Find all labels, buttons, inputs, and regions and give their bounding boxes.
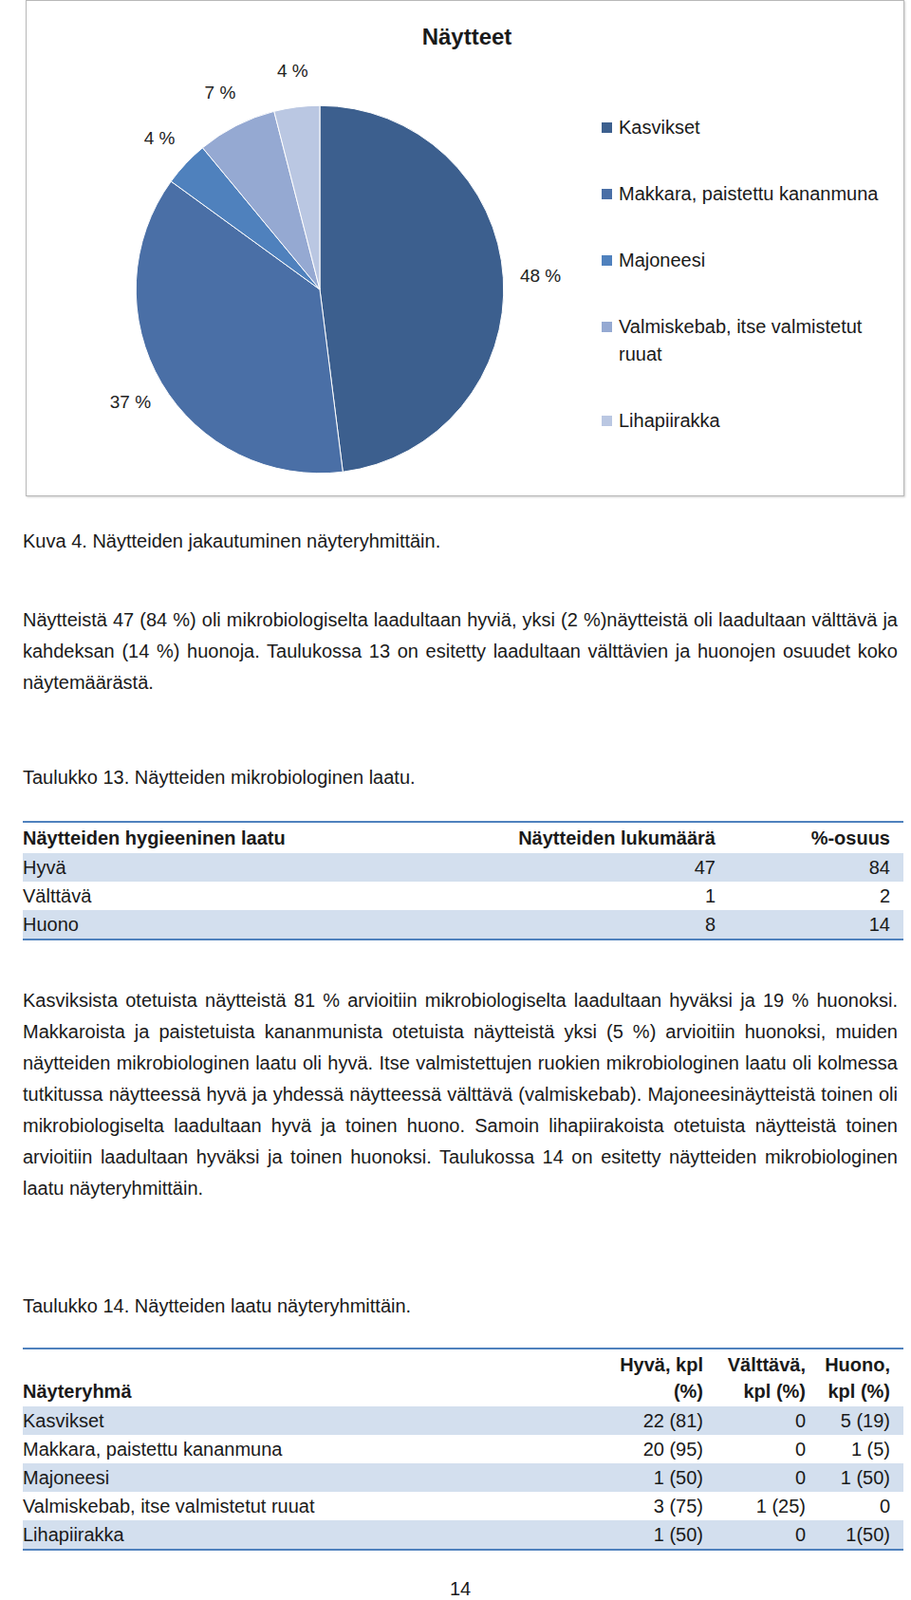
html-text:1(50): 1(50) [845,1524,891,1545]
svg-text:48 %: 48 % [520,265,561,286]
html-text:Hyvä: Hyvä [22,856,67,878]
html-text:Välttävä, kpl (%): Välttävä, kpl (%) [727,1354,806,1402]
html-text:8: 8 [704,913,716,935]
html-text:Kasvikset: Kasvikset [618,116,700,138]
html-text:14: 14 [449,1578,471,1599]
html-text:Näytteiden lukumäärä: Näytteiden lukumäärä [518,827,716,849]
html-text:0: 0 [795,1524,806,1545]
html-text:0: 0 [879,1495,891,1517]
html-text:Välttävä: Välttävä [22,885,92,907]
html-text:84: 84 [869,856,891,878]
html-text:Huono: Huono [22,913,79,935]
html-text:2: 2 [879,885,891,907]
html-text:14: 14 [869,913,891,935]
html-text:Makkara, paistettu kananmuna: Makkara, paistettu kananmuna [22,1438,283,1460]
html-text:1 (25): 1 (25) [756,1495,806,1517]
html-text:1: 1 [704,885,716,907]
html-text:Kasvikset: Kasvikset [22,1410,105,1432]
html-text:Näytteistä 47 (84 %) oli mikro: Näytteistä 47 (84 %) oli mikrobiologisel… [22,609,898,693]
html-text:Majoneesi: Majoneesi [22,1467,110,1488]
html-text:Valmiskebab, itse valmistetut: Valmiskebab, itse valmistetut ruuat [618,316,863,365]
html-text:Näytteet: Näytteet [421,23,512,50]
html-text:1 (50): 1 (50) [840,1467,891,1488]
html-text:Näyteryhmä: Näyteryhmä [22,1380,132,1402]
html-text:Huono, kpl (%): Huono, kpl (%) [824,1354,891,1402]
html-text:1 (50): 1 (50) [653,1524,704,1545]
html-text:Lihapiirakka: Lihapiirakka [618,409,720,431]
html-text:0: 0 [795,1467,806,1488]
html-text:%-osuus: %-osuus [811,827,891,849]
html-text:Valmiskebab, itse valmistetut: Valmiskebab, itse valmistetut ruuat [22,1495,315,1517]
html-text:Lihapiirakka: Lihapiirakka [22,1524,125,1545]
svg-text:7 %: 7 % [204,82,237,103]
html-text:Makkara, paistettu kananmuna: Makkara, paistettu kananmuna [618,183,879,205]
svg-text:37 %: 37 % [110,391,151,412]
html-text:Näytteiden hygieeninen laatu: Näytteiden hygieeninen laatu [22,827,286,849]
html-text:Kasviksista otetuista näytteis: Kasviksista otetuista näytteistä 81 % ar… [22,989,898,1199]
html-text:5 (19): 5 (19) [840,1410,891,1432]
html-text:47: 47 [694,856,716,878]
html-text:Taulukko 14. Näytteiden laatu: Taulukko 14. Näytteiden laatu näyteryhmi… [22,1295,411,1317]
html-text:Taulukko 13. Näytteiden mikrob: Taulukko 13. Näytteiden mikrobiologinen … [22,766,416,788]
html-text:1 (5): 1 (5) [851,1438,891,1460]
svg-text:4 %: 4 % [144,128,176,149]
svg-text:4 %: 4 % [277,60,309,81]
html-text:1 (50): 1 (50) [653,1467,704,1488]
html-text:0: 0 [795,1410,806,1432]
html-text:Majoneesi: Majoneesi [618,249,706,271]
html-text:22 (81): 22 (81) [643,1410,704,1432]
html-text:Hyvä, kpl (%): Hyvä, kpl (%) [619,1354,704,1402]
html-text:0: 0 [795,1438,806,1460]
html-text:3 (75): 3 (75) [653,1495,704,1517]
html-text:Kuva 4. Näytteiden jakautumine: Kuva 4. Näytteiden jakautuminen näyteryh… [22,530,441,552]
html-text:20 (95): 20 (95) [643,1438,704,1460]
